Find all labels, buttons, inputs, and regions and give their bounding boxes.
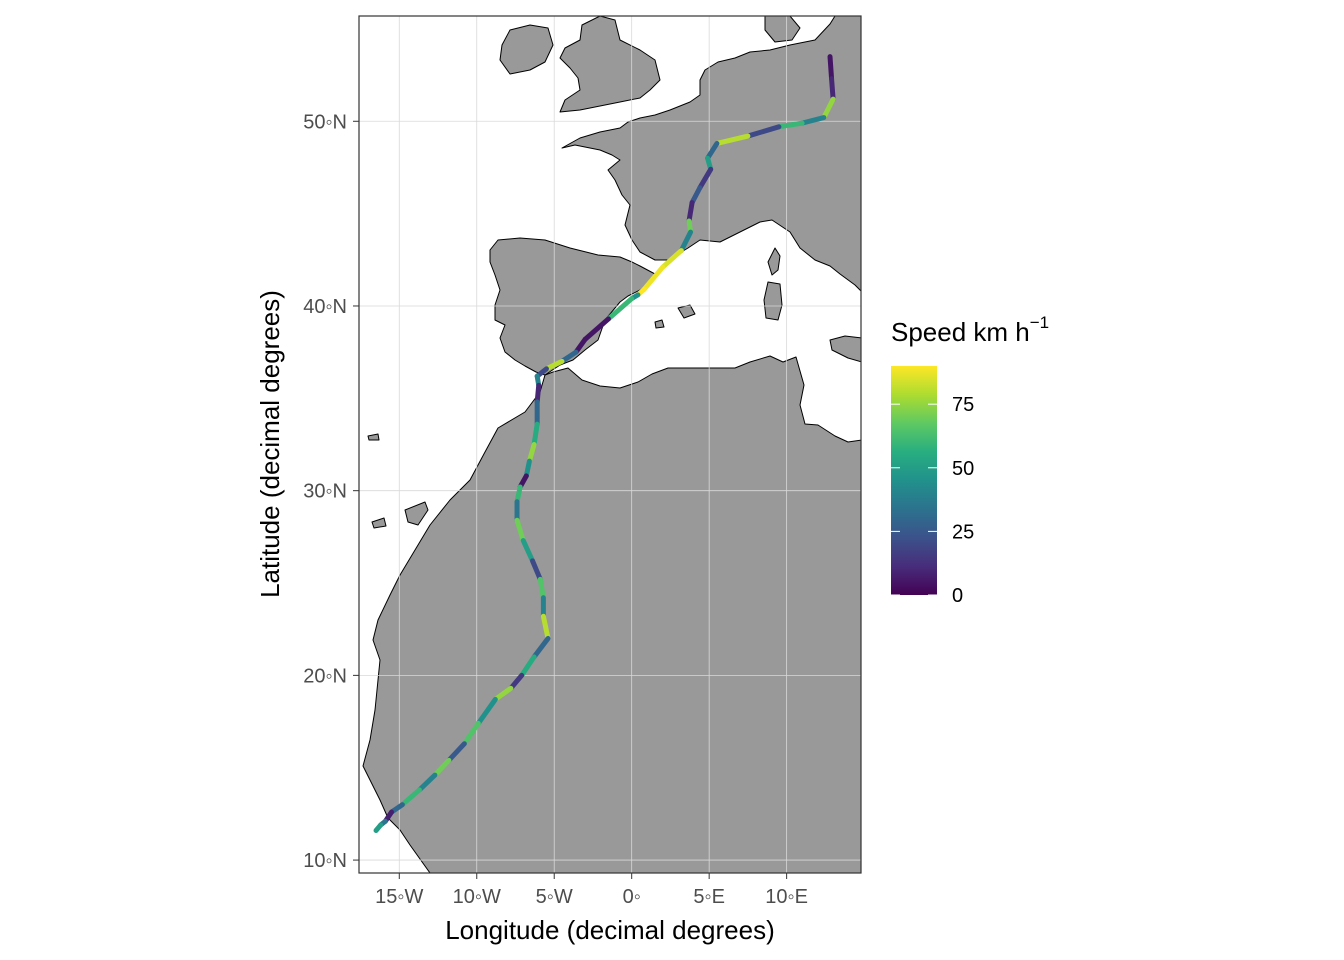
track-segment <box>534 382 542 405</box>
x-tick-label: 15◦W <box>375 886 423 908</box>
track-segment <box>697 166 714 191</box>
y-axis-title: Latitude (decimal degrees) <box>255 290 285 598</box>
legend-colorbar <box>891 366 937 595</box>
track-segment <box>461 720 481 747</box>
x-tick-label: 10◦W <box>453 886 501 908</box>
y-tick-label: 20◦N <box>303 665 347 687</box>
y-tick-label: 30◦N <box>303 481 347 503</box>
x-tick-label: 0◦ <box>623 886 641 908</box>
land-ireland <box>499 24 554 75</box>
x-tick-label: 10◦E <box>765 886 808 908</box>
legend-tick-label: 25 <box>952 521 974 543</box>
track-segment <box>776 120 805 130</box>
track-segment <box>530 558 543 582</box>
land-balearic-ibiza <box>654 319 665 329</box>
land-madeira <box>367 433 380 441</box>
land-sicily <box>829 335 861 363</box>
legend-ticks: 0 25 50 75 <box>891 394 974 607</box>
land-corsica <box>767 247 781 276</box>
track-segment <box>745 124 782 139</box>
track-segment <box>373 822 384 834</box>
track-segment <box>520 538 536 564</box>
track-segment <box>660 248 684 270</box>
panel-border <box>358 15 862 874</box>
land-africa <box>362 355 861 873</box>
track-segment <box>492 685 514 702</box>
track-segment <box>582 316 611 342</box>
track-segment <box>523 458 532 479</box>
track-segment <box>573 336 588 355</box>
legend-title-superscript: −1 <box>1030 313 1049 332</box>
x-tick-label: 5◦E <box>693 886 725 908</box>
track-segment <box>799 115 827 126</box>
track-segment <box>705 140 720 161</box>
track-segment <box>531 635 551 660</box>
legend-tick-label: 50 <box>952 458 974 480</box>
land-canary-2 <box>404 501 429 526</box>
track-segment <box>446 741 467 763</box>
x-axis: 15◦W 10◦W 5◦W 0◦ 5◦E 10◦E <box>375 873 808 908</box>
legend-title-main: Speed km h <box>891 317 1030 347</box>
track-segment <box>605 296 635 322</box>
speed-legend: Speed km h−1 0 25 50 75 <box>891 313 1049 607</box>
track-segment <box>821 96 836 121</box>
track-segment <box>519 654 537 678</box>
track-segment <box>543 358 565 372</box>
migration-track <box>373 54 836 834</box>
map-grid <box>359 16 861 873</box>
track-segment <box>531 421 540 447</box>
track-segment <box>514 484 523 505</box>
track-segment <box>432 757 452 778</box>
track-segment <box>689 185 703 206</box>
track-segment <box>641 264 666 292</box>
x-tick-label: 5◦W <box>536 886 573 908</box>
land-canary-1 <box>371 517 387 529</box>
track-segment <box>514 517 526 544</box>
track-segment <box>559 349 579 364</box>
track-segment <box>537 576 546 601</box>
land-scandinavia <box>764 16 801 43</box>
legend-tick-label: 0 <box>952 585 963 607</box>
land-iberia <box>489 237 656 376</box>
x-axis-title: Longitude (decimal degrees) <box>445 915 775 945</box>
y-axis: 10◦N 20◦N 30◦N 40◦N 50◦N <box>303 111 359 872</box>
legend-tick-label: 75 <box>952 394 974 416</box>
legend-title: Speed km h−1 <box>891 313 1049 347</box>
track-segment <box>416 772 438 793</box>
y-tick-label: 10◦N <box>303 850 347 872</box>
y-tick-label: 40◦N <box>303 296 347 318</box>
track-segment <box>540 613 551 641</box>
track-segment <box>399 787 422 808</box>
track-segment <box>526 442 537 464</box>
land-sardinia <box>763 281 783 321</box>
track-segment <box>686 200 695 224</box>
y-tick-label: 50◦N <box>303 111 347 133</box>
track-segment <box>475 696 498 726</box>
land-britain <box>559 16 661 113</box>
track-segment <box>508 672 525 691</box>
track-segment <box>714 133 751 146</box>
track-segment <box>829 76 836 102</box>
track-segment <box>678 229 694 254</box>
track-segment <box>827 54 835 82</box>
